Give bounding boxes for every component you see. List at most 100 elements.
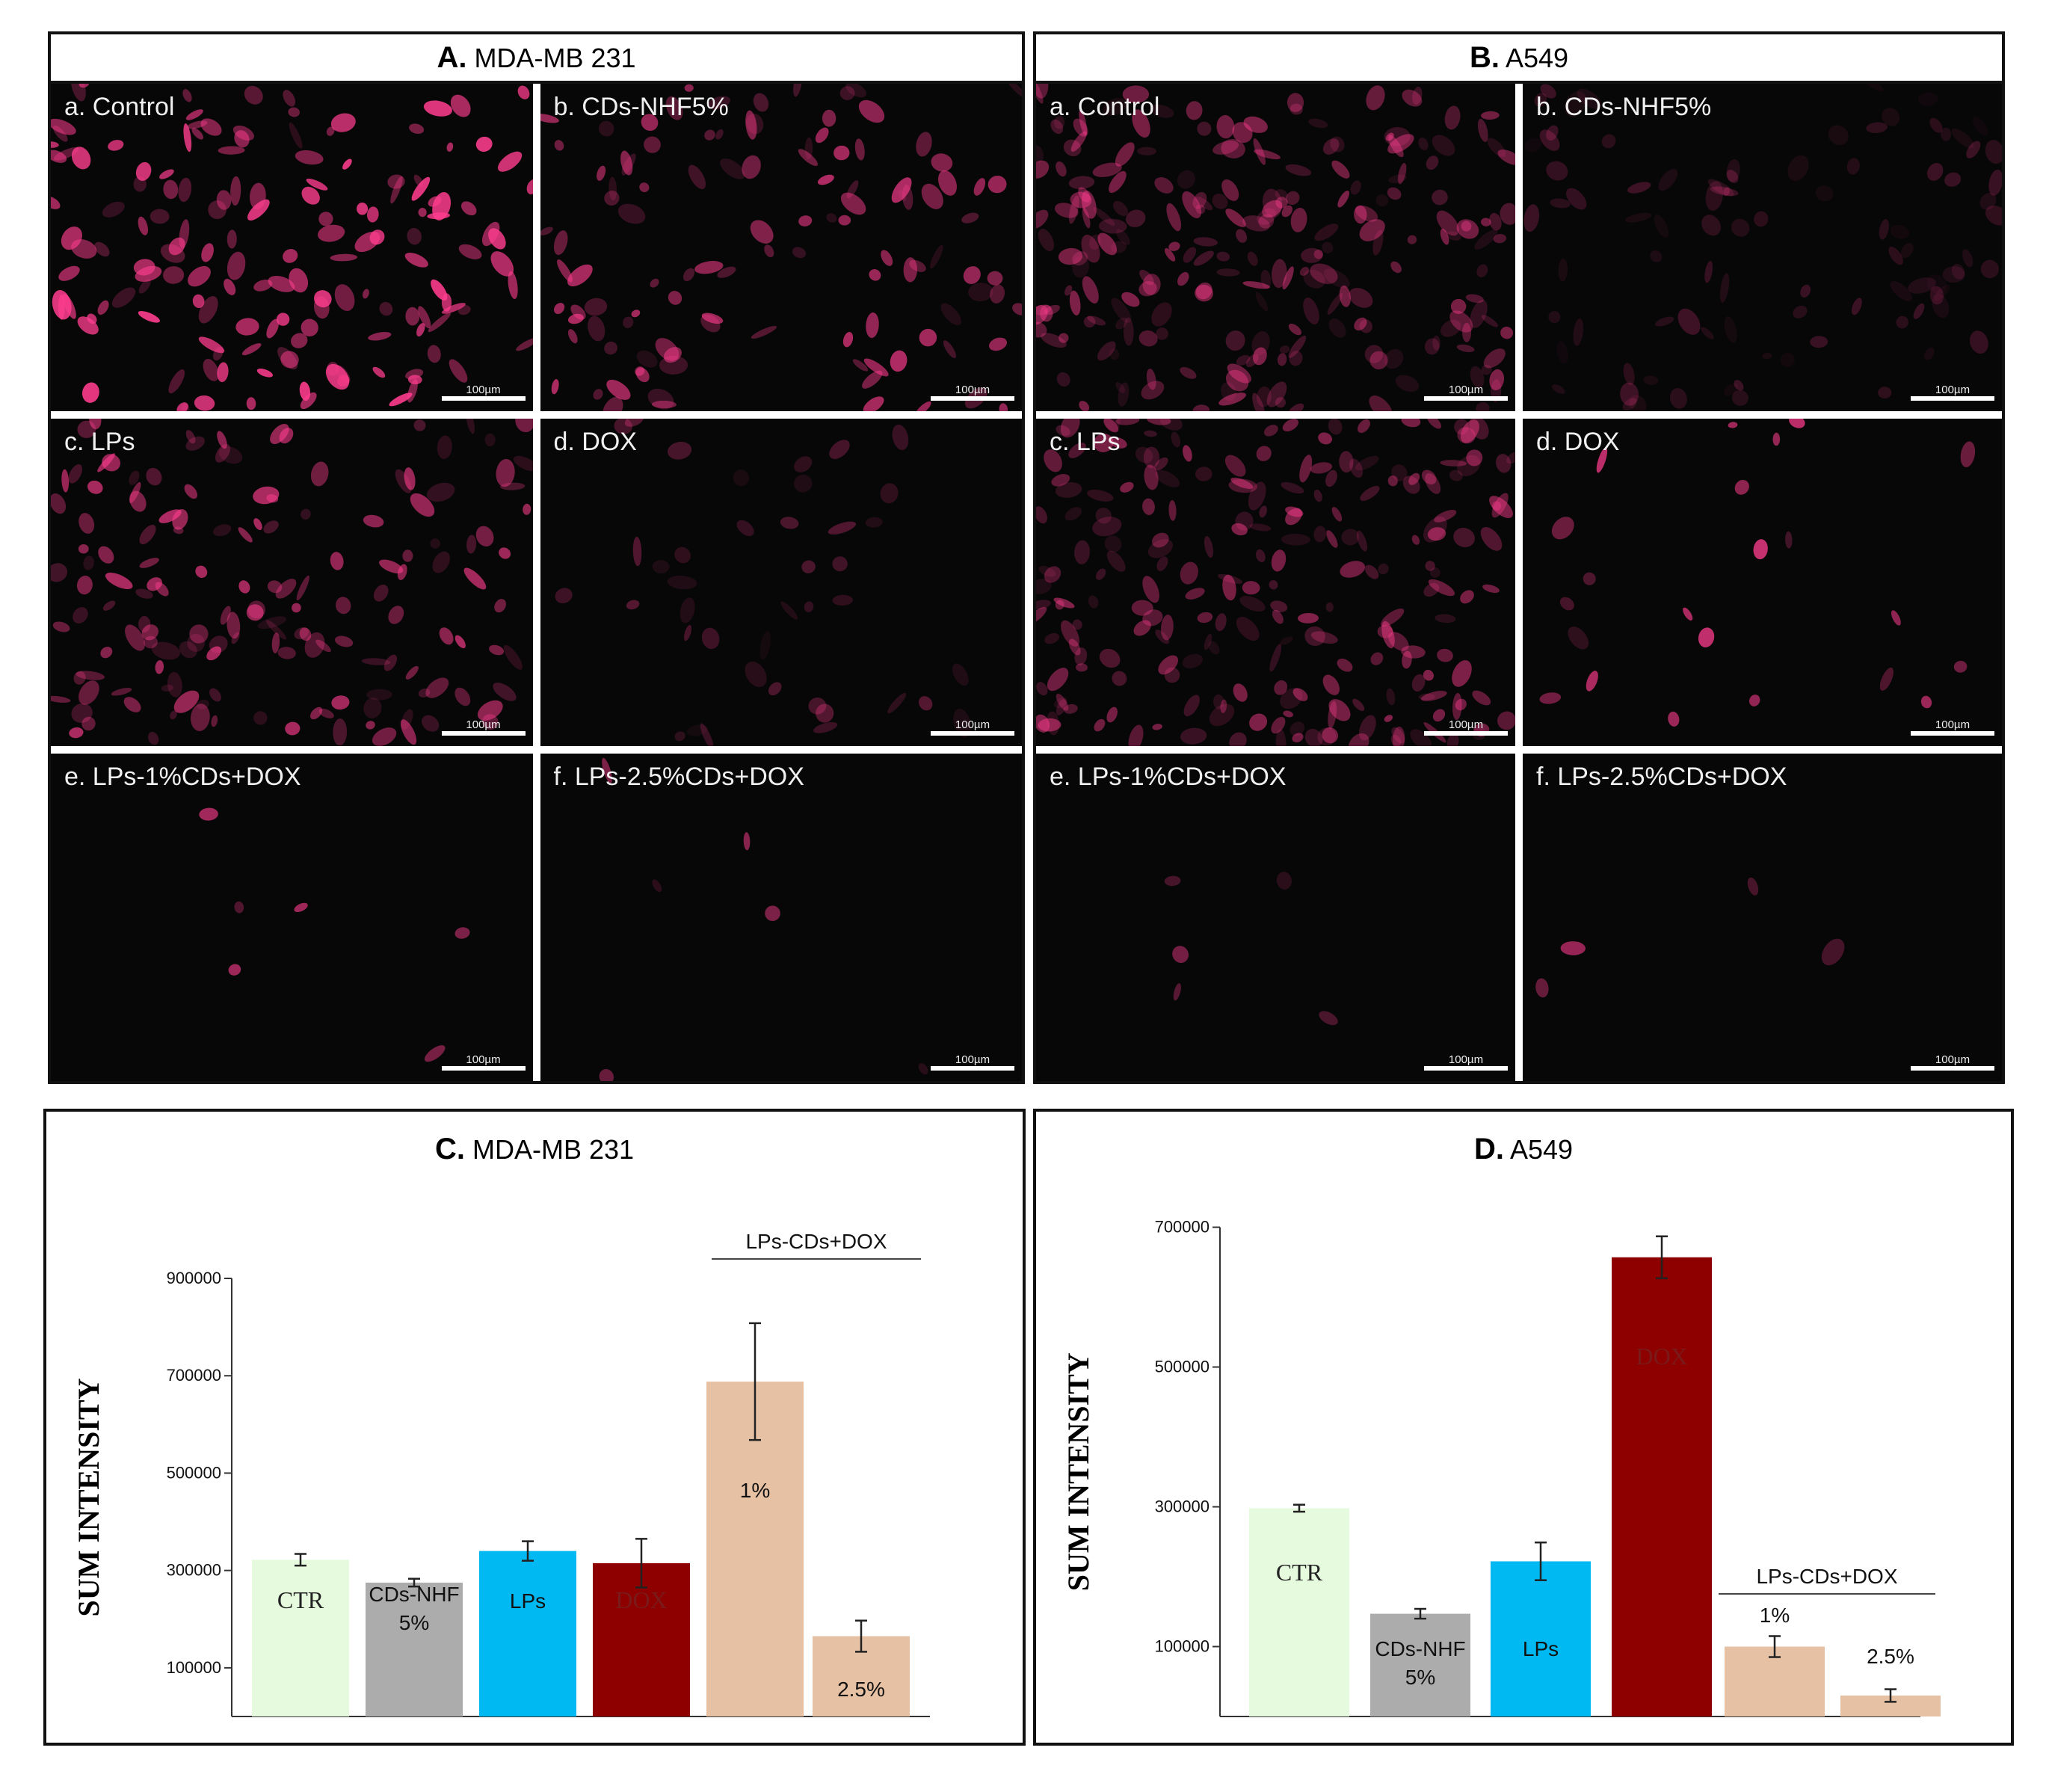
scale-bar-line <box>931 1066 1014 1071</box>
scale-bar-label: 100µm <box>1935 384 1970 396</box>
scale-bar: 100µm <box>931 1054 1014 1071</box>
cell-fluorescence <box>599 757 928 1081</box>
scale-bar-line <box>441 731 526 736</box>
panel-b-name: A549 <box>1505 43 1569 73</box>
micrograph-label: b. CDs-NHF5% <box>553 93 729 121</box>
micrograph-label: a. Control <box>1050 93 1160 121</box>
micrograph-label: e. LPs-1%CDs+DOX <box>1050 763 1287 791</box>
micrograph-b-f: f. LPs-2.5%CDs+DOX 100µm <box>1523 754 2002 1081</box>
scale-bar-line <box>1911 1066 1994 1071</box>
bar-label: 5% <box>399 1611 429 1634</box>
panel-b-letter: B. <box>1469 41 1500 74</box>
panel-a-name: MDA-MB 231 <box>474 43 636 73</box>
scale-bar: 100µm <box>1911 1054 1994 1071</box>
bar-4 <box>593 1562 690 1716</box>
scale-bar-line <box>1424 731 1508 736</box>
chart-c-letter: C. <box>434 1133 465 1166</box>
panel-b-title: B. A549 <box>1036 34 2002 84</box>
micrograph-label: a. Control <box>64 93 175 121</box>
scale-bar-label: 100µm <box>1448 718 1484 731</box>
scale-bar: 100µm <box>931 384 1014 401</box>
micrograph-b-d: d. DOX 100µm <box>1523 419 2002 746</box>
y-tick-label: 500000 <box>167 1463 221 1482</box>
y-tick-label: 300000 <box>1155 1497 1210 1516</box>
bar-2 <box>366 1582 463 1716</box>
scale-bar-line <box>1911 731 1994 736</box>
y-tick-label: 500000 <box>1155 1358 1210 1376</box>
panel-a-grid: a. Control 100µm b. CDs-NHF5% 100µm c. LPs 10… <box>51 84 1022 1081</box>
scale-bar-label: 100µm <box>1448 384 1484 396</box>
micrograph-b-a: a. Control 100µm <box>1036 84 1515 411</box>
scale-bar-line <box>1424 396 1508 401</box>
chart-d-svg: SUM INTENSITY 700000 500000 300000 100000 CTR… <box>1061 1218 1941 1717</box>
bar-label: LPs <box>510 1589 546 1613</box>
bar-label: CTR <box>277 1586 324 1613</box>
bar-label: 5% <box>1405 1666 1435 1689</box>
chart-d-panel: D. A549 SUM INTENSITY 700000 500000 300000 1… <box>1033 1109 2014 1746</box>
scale-bar: 100µm <box>1424 384 1508 401</box>
bar-3 <box>479 1551 576 1716</box>
cell-fluorescence <box>199 807 470 1062</box>
micrograph-label: b. CDs-NHF5% <box>1536 93 1712 121</box>
micrograph-a-c: c. LPs 100µm <box>51 419 533 746</box>
micrograph-a-f: f. LPs-2.5%CDs+DOX 100µm <box>540 754 1022 1081</box>
cell-fluorescence <box>1539 419 1976 727</box>
cell-fluorescence <box>51 84 533 411</box>
micrograph-a-b: b. CDs-NHF5% 100µm <box>540 84 1022 411</box>
chart-d-title: D. A549 <box>1036 1133 2011 1166</box>
group-label: LPs-CDs+DOX <box>1756 1565 1897 1588</box>
bar-1 <box>1249 1508 1349 1716</box>
scale-bar-label: 100µm <box>1448 1053 1484 1066</box>
y-tick-label: 300000 <box>167 1561 221 1580</box>
scale-bar-line <box>441 1066 526 1071</box>
micrograph-label: f. LPs-2.5%CDs+DOX <box>1536 763 1787 791</box>
micrograph-a-e: e. LPs-1%CDs+DOX 100µm <box>51 754 533 1081</box>
scale-bar-label: 100µm <box>955 718 990 731</box>
scale-bar-line <box>441 396 526 401</box>
panel-b-grid: a. Control 100µm b. CDs-NHF5% 100µm c. LPs 10… <box>1036 84 2002 1081</box>
bar-3 <box>1491 1561 1591 1716</box>
scale-bar: 100µm <box>441 1053 526 1071</box>
scale-bar: 100µm <box>441 718 526 736</box>
micrograph-b-e: e. LPs-1%CDs+DOX 100µm <box>1036 754 1515 1081</box>
scale-bar: 100µm <box>1911 384 1994 401</box>
micrograph-label: c. LPs <box>1050 428 1121 456</box>
bar-label: 1% <box>740 1479 770 1502</box>
scale-bar-label: 100µm <box>466 384 501 396</box>
scale-bar-label: 100µm <box>466 1053 501 1066</box>
chart-c-panel: C. MDA-MB 231 SUM INTENSITY 900000 700000 5… <box>43 1109 1026 1746</box>
cell-fluorescence <box>1164 872 1338 1026</box>
bar-label: 2.5% <box>1867 1645 1914 1668</box>
scale-bar: 100µm <box>1911 719 1994 736</box>
scale-bar-line <box>931 396 1014 401</box>
bar-label: CTR <box>1276 1559 1323 1586</box>
bar-4 <box>1612 1257 1712 1716</box>
panel-a-title: A. MDA-MB 231 <box>51 34 1022 84</box>
bar-label: LPs <box>1523 1637 1559 1660</box>
y-axis-label: SUM INTENSITY <box>72 1378 105 1616</box>
scale-bar-label: 100µm <box>466 718 501 731</box>
bar-label: CDs-NHF <box>1375 1637 1465 1660</box>
chart-c-svg: SUM INTENSITY 900000 700000 500000 300000 100… <box>72 1230 930 1717</box>
panel-b-a549: B. A549 a. Control 100µm b. CDs-NHF5% 100µm… <box>1033 31 2005 1084</box>
chart-c-name: MDA-MB 231 <box>472 1134 635 1165</box>
cell-fluorescence <box>1036 84 1515 411</box>
cell-fluorescence <box>1036 419 1515 746</box>
cell-fluorescence <box>1535 877 1845 998</box>
micrograph-label: d. DOX <box>1536 428 1620 456</box>
scale-bar: 100µm <box>441 384 526 401</box>
bar-2 <box>1370 1613 1470 1716</box>
scale-bar-line <box>1424 1066 1508 1071</box>
y-tick-label: 100000 <box>167 1658 221 1677</box>
y-axis-label: SUM INTENSITY <box>1061 1352 1095 1591</box>
scale-bar-label: 100µm <box>1935 1053 1970 1066</box>
micrograph-label: f. LPs-2.5%CDs+DOX <box>553 763 804 791</box>
micrograph-label: d. DOX <box>553 428 637 456</box>
micrograph-b-c: c. LPs 100µm <box>1036 419 1515 746</box>
cell-fluorescence <box>51 419 533 746</box>
bar-1 <box>252 1559 349 1716</box>
cell-fluorescence <box>1523 84 2002 411</box>
micrograph-a-a: a. Control 100µm <box>51 84 533 411</box>
cell-fluorescence <box>540 84 1022 411</box>
chart-d-letter: D. <box>1473 1133 1504 1166</box>
